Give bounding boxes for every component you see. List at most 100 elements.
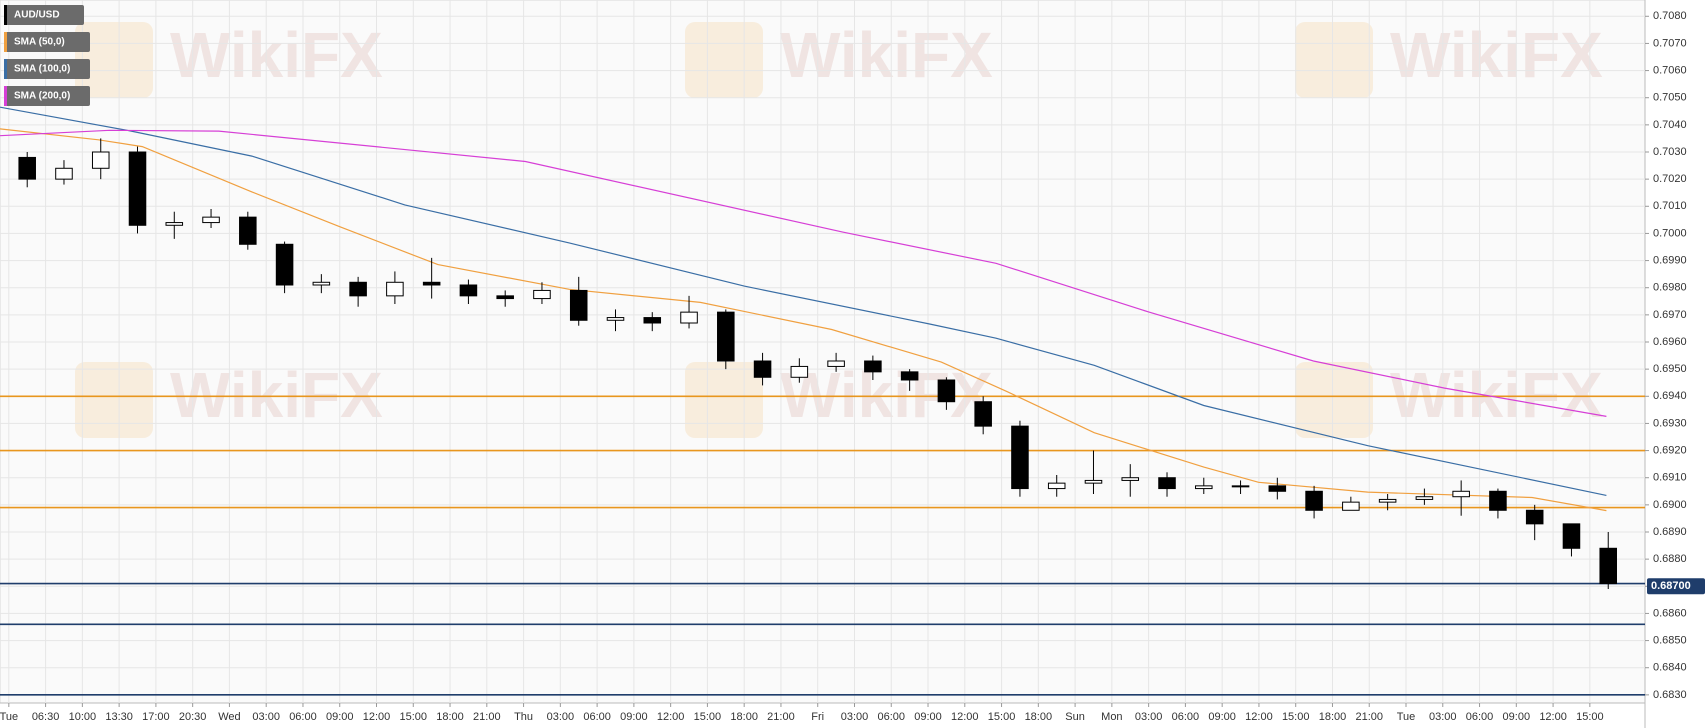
candle-body bbox=[1084, 479, 1103, 484]
y-tick-label: 0.6960 bbox=[1653, 336, 1687, 348]
candle-body bbox=[128, 151, 147, 226]
x-tick-label: 09:00 bbox=[914, 711, 942, 723]
candle-body bbox=[606, 317, 625, 321]
x-tick-label: 15:00 bbox=[1576, 711, 1604, 723]
y-tick-label: 0.6990 bbox=[1653, 254, 1687, 266]
watermarks: WikiFX WikiFX WikiFX WikiFX WikiFX WikiFX bbox=[75, 19, 1603, 438]
candle-body bbox=[680, 311, 698, 324]
x-tick-label: Tue bbox=[0, 711, 18, 723]
y-tick-label: 0.6900 bbox=[1653, 499, 1687, 511]
legend: AUD/USD SMA (50,0) SMA (100,0) SMA (200,0) bbox=[4, 5, 90, 106]
candle-body bbox=[1342, 501, 1360, 511]
candle-body bbox=[1121, 477, 1140, 481]
legend-label: AUD/USD bbox=[14, 10, 60, 21]
x-tick-label: Tue bbox=[1397, 711, 1416, 723]
candle-body bbox=[18, 156, 36, 180]
x-tick-label: 09:00 bbox=[620, 711, 648, 723]
legend-box bbox=[4, 86, 90, 106]
x-tick-label: 09:00 bbox=[326, 711, 354, 723]
candle-body bbox=[496, 295, 514, 300]
y-tick-label: 0.6950 bbox=[1653, 363, 1687, 375]
x-tick-label: 12:00 bbox=[363, 711, 391, 723]
y-tick-label: 0.7000 bbox=[1653, 227, 1687, 239]
candle-body bbox=[1415, 496, 1434, 500]
moving-averages bbox=[0, 106, 1607, 512]
levels bbox=[0, 395, 1645, 696]
candle-body bbox=[827, 360, 845, 367]
candle-body bbox=[1452, 490, 1470, 498]
candle-body bbox=[312, 281, 331, 286]
candle-body bbox=[937, 379, 956, 403]
y-tick-label: 0.6850 bbox=[1653, 634, 1687, 646]
candle-body bbox=[717, 311, 735, 362]
plot-area bbox=[0, 0, 1646, 704]
candle-body bbox=[1525, 509, 1544, 525]
y-tick-label: 0.6880 bbox=[1653, 553, 1687, 565]
x-tick-label: 06:00 bbox=[289, 711, 317, 723]
legend-swatch bbox=[4, 86, 7, 106]
candle-body bbox=[864, 360, 882, 373]
x-tick-label: 13:30 bbox=[105, 711, 133, 723]
candle-body bbox=[55, 167, 73, 180]
watermark: WikiFX bbox=[1390, 359, 1603, 431]
x-tick-label: 12:00 bbox=[951, 711, 979, 723]
x-tick-label: 15:00 bbox=[988, 711, 1016, 723]
legend-box bbox=[4, 5, 84, 25]
watermark: WikiFX bbox=[170, 19, 383, 91]
candle-body bbox=[569, 289, 588, 321]
legend-swatch bbox=[4, 5, 7, 25]
watermark-logo bbox=[685, 22, 763, 98]
x-tick-label: 18:00 bbox=[436, 711, 464, 723]
y-tick-label: 0.7080 bbox=[1653, 10, 1687, 22]
candle-body bbox=[202, 216, 220, 224]
sma-line bbox=[0, 128, 1607, 512]
legend-box bbox=[4, 32, 90, 52]
x-tick-label: 12:00 bbox=[1539, 711, 1567, 723]
legend-label: SMA (50,0) bbox=[14, 37, 65, 48]
x-tick-label: Wed bbox=[218, 711, 240, 723]
y-tick-label: 0.6940 bbox=[1653, 390, 1687, 402]
candle-body bbox=[349, 281, 367, 297]
y-tick-label: 0.7020 bbox=[1653, 173, 1687, 185]
x-tick-label: 18:00 bbox=[730, 711, 758, 723]
candle-body bbox=[165, 222, 184, 226]
y-tick-label: 0.7070 bbox=[1653, 37, 1687, 49]
x-tick-label: 18:00 bbox=[1025, 711, 1053, 723]
watermark: WikiFX bbox=[1390, 19, 1603, 91]
y-tick-label: 0.6860 bbox=[1653, 607, 1687, 619]
watermark-logo bbox=[75, 362, 153, 438]
candle-body bbox=[1562, 523, 1581, 549]
y-tick-label: 0.6840 bbox=[1653, 662, 1687, 674]
candle-body bbox=[643, 317, 662, 324]
x-tick-label: 15:00 bbox=[1282, 711, 1310, 723]
x-tick-label: 17:00 bbox=[142, 711, 170, 723]
candle-body bbox=[753, 360, 772, 378]
legend-label: SMA (100,0) bbox=[14, 64, 70, 75]
y-tick-label: 0.6930 bbox=[1653, 417, 1687, 429]
candle-body bbox=[900, 371, 919, 381]
y-tick-label: 0.6970 bbox=[1653, 309, 1687, 321]
x-tick-label: 03:00 bbox=[1429, 711, 1457, 723]
candle-body bbox=[1378, 498, 1397, 503]
candle-body bbox=[1011, 425, 1029, 490]
candle-body bbox=[1047, 482, 1066, 490]
x-tick-label: Thu bbox=[514, 711, 533, 723]
candles bbox=[18, 138, 1618, 589]
candle-body bbox=[1599, 547, 1618, 585]
watermark: WikiFX bbox=[780, 359, 993, 431]
watermark-logo bbox=[685, 362, 763, 438]
grid bbox=[0, 0, 1645, 703]
x-tick-label: Mon bbox=[1101, 711, 1122, 723]
watermark-logo bbox=[1295, 22, 1373, 98]
x-tick-label: 09:00 bbox=[1503, 711, 1531, 723]
candle-body bbox=[91, 151, 110, 169]
watermark: WikiFX bbox=[170, 359, 383, 431]
price-tag bbox=[1647, 578, 1705, 595]
candle-body bbox=[974, 401, 992, 427]
watermark-logo bbox=[75, 22, 153, 98]
legend-swatch bbox=[4, 59, 7, 79]
x-tick-label: Fri bbox=[811, 711, 824, 723]
x-tick-label: Sun bbox=[1065, 711, 1085, 723]
x-tick-label: 03:00 bbox=[841, 711, 869, 723]
